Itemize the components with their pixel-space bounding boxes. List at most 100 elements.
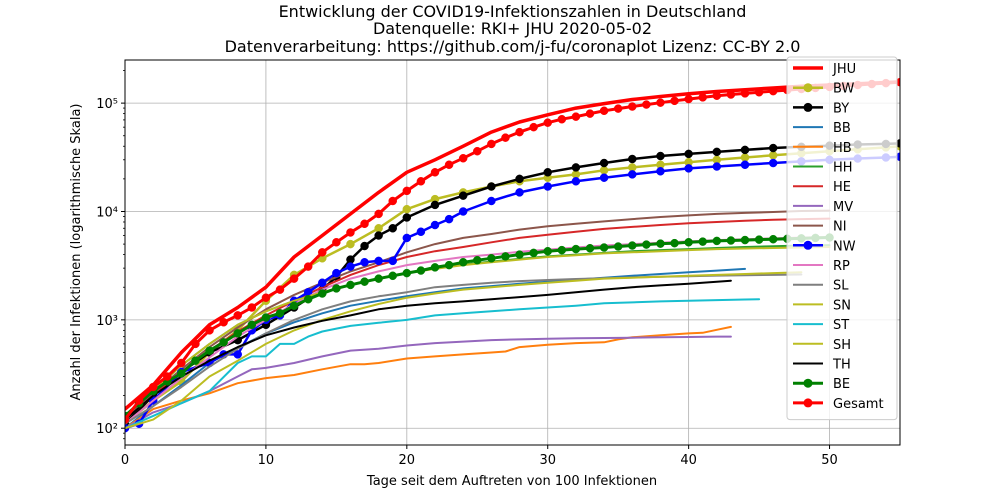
data-point-be — [754, 235, 764, 244]
data-point-gesamt — [754, 87, 764, 97]
data-point-by — [430, 200, 440, 210]
data-point-be — [571, 244, 581, 254]
data-point-gesamt — [571, 112, 581, 121]
data-point-be — [670, 238, 679, 248]
data-point-by — [656, 151, 665, 161]
data-point-by — [628, 154, 637, 164]
data-point-be — [219, 338, 228, 347]
legend-item-bw: BW — [793, 82, 854, 97]
legend-label-bb: BB — [833, 121, 851, 136]
legend-label-bw: BW — [833, 82, 854, 97]
chart-title-line-3: Datenverarbeitung: https://github.com/j-… — [224, 37, 801, 56]
legend-label-gesamt: Gesamt — [833, 397, 884, 412]
data-point-by — [487, 182, 496, 191]
data-point-gesamt — [148, 382, 158, 392]
data-point-be — [684, 238, 693, 247]
legend-marker-bw — [803, 83, 813, 93]
data-point-gesamt — [416, 177, 426, 186]
legend-item-be: BE — [793, 377, 850, 392]
data-point-by — [515, 174, 524, 184]
chart-title-line-1: Entwicklung der COVID19-Infektionszahlen… — [278, 2, 747, 21]
data-point-bw — [740, 153, 750, 162]
data-point-nw — [768, 158, 778, 168]
data-point-be — [205, 346, 214, 355]
data-point-gesamt — [599, 106, 609, 116]
data-point-by — [571, 163, 581, 172]
data-point-nw — [444, 214, 454, 224]
legend-item-sl: SL — [793, 279, 849, 294]
data-point-gesamt — [261, 293, 271, 302]
legend-marker-be — [803, 378, 813, 388]
data-point-be — [430, 263, 440, 272]
data-point-be — [740, 235, 750, 245]
data-point-by — [740, 145, 750, 155]
data-point-by — [458, 191, 468, 200]
x-tick-label: 10 — [258, 453, 275, 468]
data-point-gesamt — [402, 186, 412, 196]
legend-item-jhu: JHU — [793, 62, 856, 77]
legend-label-sn: SN — [833, 298, 851, 313]
data-point-by — [374, 231, 383, 240]
data-point-gesamt — [318, 248, 327, 257]
data-point-gesamt — [134, 396, 144, 405]
data-point-be — [473, 255, 482, 265]
data-point-be — [318, 289, 327, 298]
data-point-nw — [571, 177, 581, 186]
series-gesamt — [125, 77, 900, 424]
data-point-nw — [712, 162, 722, 171]
data-point-gesamt — [177, 358, 186, 368]
tick-layer: 0 10 20 30 40 50 10² 10³ 10⁴ 10⁵ — [96, 70, 838, 468]
legend-label-hh: HH — [833, 161, 853, 176]
data-point-gesamt — [360, 219, 369, 229]
data-point-be — [191, 356, 200, 365]
series-line-nw — [125, 155, 900, 430]
data-point-be — [712, 236, 722, 246]
x-tick-label: 30 — [539, 453, 556, 468]
x-tick-label: 0 — [121, 453, 129, 468]
data-point-be — [557, 245, 567, 255]
data-point-be — [726, 236, 736, 245]
data-point-by — [388, 224, 397, 233]
data-point-be — [303, 294, 313, 304]
data-point-nw — [388, 256, 397, 266]
data-point-be — [402, 268, 412, 278]
series-line-mv — [125, 335, 732, 430]
legend-label-th: TH — [832, 358, 851, 373]
legend-item-bb: BB — [793, 121, 851, 136]
data-point-nw — [628, 170, 637, 179]
data-point-be — [261, 313, 271, 322]
legend-label-st: ST — [833, 318, 849, 333]
data-point-nw — [346, 262, 355, 271]
data-point-be — [599, 243, 609, 252]
series-ni — [125, 209, 831, 421]
data-point-by — [402, 213, 412, 222]
series-line-ni — [125, 209, 831, 421]
chart-title-line-2: Datenquelle: RKI+ JHU 2020-05-02 — [372, 19, 653, 38]
data-point-be — [656, 239, 665, 248]
data-point-be — [233, 329, 242, 338]
data-point-nw — [543, 182, 552, 191]
data-point-be — [275, 309, 285, 318]
data-point-nw — [487, 196, 496, 206]
legend-item-he: HE — [793, 180, 851, 195]
data-point-bw — [346, 239, 355, 249]
data-point-nw — [740, 160, 750, 169]
data-point-gesamt — [233, 311, 242, 320]
data-point-be — [388, 271, 397, 281]
data-point-be — [458, 258, 468, 267]
data-point-by — [543, 168, 552, 177]
data-point-gesamt — [444, 160, 454, 169]
data-point-gesamt — [726, 90, 736, 99]
data-point-gesamt — [219, 318, 228, 327]
series-line-hb — [125, 325, 732, 430]
axes-frame — [124, 59, 901, 446]
data-point-gesamt — [684, 94, 693, 104]
data-point-nw — [515, 188, 524, 197]
x-tick-label: 40 — [680, 453, 697, 468]
legend-label-sl: SL — [833, 279, 849, 294]
legend-label-jhu: JHU — [832, 62, 856, 77]
y-tick-label: 10⁵ — [96, 97, 118, 112]
data-point-be — [501, 252, 510, 261]
data-point-be — [360, 277, 369, 286]
